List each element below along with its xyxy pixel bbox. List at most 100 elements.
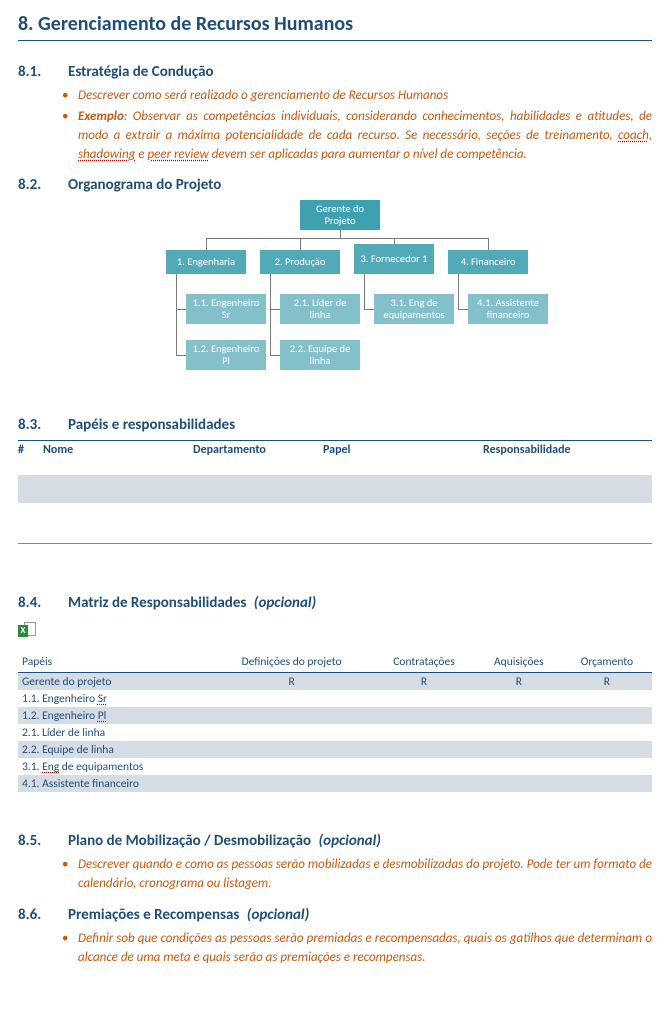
- raci-cell: [211, 741, 372, 758]
- table-row: 1.1. Engenheiro Sr: [18, 690, 652, 707]
- table-row: 3.1. Eng de equipamentos: [18, 758, 652, 775]
- raci-cell: [476, 724, 562, 741]
- raci-cell: [562, 690, 652, 707]
- col-dept: Departamento: [193, 443, 323, 457]
- heading-number: 8.6.: [18, 906, 68, 924]
- raci-col: Papéis: [18, 652, 211, 673]
- heading-8-1: 8.1. Estratégia de Condução: [18, 63, 652, 81]
- col-name: Nome: [43, 443, 193, 457]
- heading-8-3: 8.3. Papéis e responsabilidades: [18, 416, 652, 434]
- org-connector: [300, 238, 301, 250]
- table-body-empty: [18, 475, 652, 503]
- heading-8-5: 8.5. Plano de Mobilização / Desmobilizaç…: [18, 832, 652, 850]
- heading-text: Plano de Mobilização / Desmobilização (o…: [68, 832, 381, 850]
- raci-cell: [476, 758, 562, 775]
- heading-text: Organograma do Projeto: [68, 176, 221, 194]
- heading-text: Matriz de Responsabilidades (opcional): [68, 594, 316, 612]
- raci-cell: [476, 775, 562, 792]
- raci-role: 2.1. Líder de linha: [18, 724, 211, 741]
- bullet-item: Definir sob que condições as pessoas ser…: [78, 930, 652, 968]
- org-node: 3. Fornecedor 1: [354, 244, 434, 274]
- raci-role: 1.2. Engenheiro Pl: [18, 707, 211, 724]
- col-role: Papel: [323, 443, 483, 457]
- org-connector: [270, 355, 280, 356]
- raci-cell: [562, 724, 652, 741]
- org-node: 1. Engenharia: [166, 250, 246, 274]
- heading-8-2: 8.2. Organograma do Projeto: [18, 176, 652, 194]
- heading-number: 8.1.: [18, 63, 68, 81]
- raci-col: Contratações: [372, 652, 476, 673]
- org-connector: [458, 274, 459, 309]
- raci-table: PapéisDefinições do projetoContrataçõesA…: [18, 652, 652, 792]
- heading-number: 8.5.: [18, 832, 68, 850]
- bullet-item: Exemplo: Observar as competências indivi…: [78, 108, 652, 165]
- org-connector: [176, 274, 177, 355]
- raci-role: 3.1. Eng de equipamentos: [18, 758, 211, 775]
- raci-cell: [562, 707, 652, 724]
- org-connector: [394, 238, 395, 244]
- org-connector: [206, 238, 207, 250]
- label-exemplo: Exemplo: [78, 109, 124, 124]
- heading-text: Estratégia de Condução: [68, 63, 214, 81]
- raci-cell: [562, 758, 652, 775]
- org-node: Gerente do Projeto: [300, 200, 380, 230]
- raci-role: 2.2. Equipe de linha: [18, 741, 211, 758]
- bullets-8-1: Descrever como será realizado o gerencia…: [78, 87, 652, 164]
- raci-cell: [372, 775, 476, 792]
- org-connector: [270, 274, 271, 355]
- raci-col: Aquisições: [476, 652, 562, 673]
- org-node: 3.1. Eng de equipamentos: [374, 294, 454, 324]
- raci-cell: [211, 724, 372, 741]
- raci-cell: [211, 707, 372, 724]
- raci-cell: [372, 741, 476, 758]
- org-node: 4.1. Assistente financeiro: [468, 294, 548, 324]
- org-node: 2.1. Líder de linha: [280, 294, 360, 324]
- raci-cell: [372, 707, 476, 724]
- table-row: 2.1. Líder de linha: [18, 724, 652, 741]
- table-header-8-3: # Nome Departamento Papel Responsabilida…: [18, 441, 652, 461]
- org-connector: [176, 355, 186, 356]
- org-node: 1.2. Engenheiro Pl: [186, 340, 266, 370]
- raci-cell: [562, 741, 652, 758]
- raci-cell: [372, 724, 476, 741]
- raci-role: Gerente do projeto: [18, 673, 211, 691]
- heading-number: 8.4.: [18, 594, 68, 612]
- excel-icon: X: [18, 622, 36, 640]
- org-connector: [488, 238, 489, 250]
- org-chart: Gerente do Projeto1. Engenharia2. Produç…: [18, 200, 652, 406]
- raci-cell: [211, 758, 372, 775]
- org-connector: [206, 238, 488, 239]
- raci-cell: [476, 741, 562, 758]
- raci-cell: R: [562, 673, 652, 691]
- org-connector: [458, 309, 468, 310]
- bullets-8-6: Definir sob que condições as pessoas ser…: [78, 930, 652, 968]
- org-node: 2.2. Equipe de linha: [280, 340, 360, 370]
- raci-role: 1.1. Engenheiro Sr: [18, 690, 211, 707]
- org-node: 1.1. Engenheiro Sr: [186, 294, 266, 324]
- heading-text: Papéis e responsabilidades: [68, 416, 235, 434]
- heading-text: Premiações e Recompensas (opcional): [68, 906, 309, 924]
- raci-cell: R: [211, 673, 372, 691]
- raci-cell: R: [476, 673, 562, 691]
- raci-col: Orçamento: [562, 652, 652, 673]
- raci-col: Definições do projeto: [211, 652, 372, 673]
- divider: [18, 543, 652, 544]
- col-number: #: [18, 443, 43, 457]
- raci-cell: [476, 707, 562, 724]
- heading-number: 8.3.: [18, 416, 68, 434]
- raci-cell: [562, 775, 652, 792]
- doc-title: 8. Gerenciamento de Recursos Humanos: [18, 12, 652, 41]
- raci-cell: [476, 690, 562, 707]
- org-connector: [176, 309, 186, 310]
- org-connector: [364, 309, 374, 310]
- org-connector: [364, 274, 365, 309]
- table-row: 1.2. Engenheiro Pl: [18, 707, 652, 724]
- col-resp: Responsabilidade: [483, 443, 652, 457]
- heading-number: 8.2.: [18, 176, 68, 194]
- raci-cell: R: [372, 673, 476, 691]
- raci-cell: [211, 775, 372, 792]
- table-row: Gerente do projetoRRRR: [18, 673, 652, 691]
- raci-cell: [372, 758, 476, 775]
- bullet-item: Descrever como será realizado o gerencia…: [78, 87, 652, 106]
- raci-cell: [211, 690, 372, 707]
